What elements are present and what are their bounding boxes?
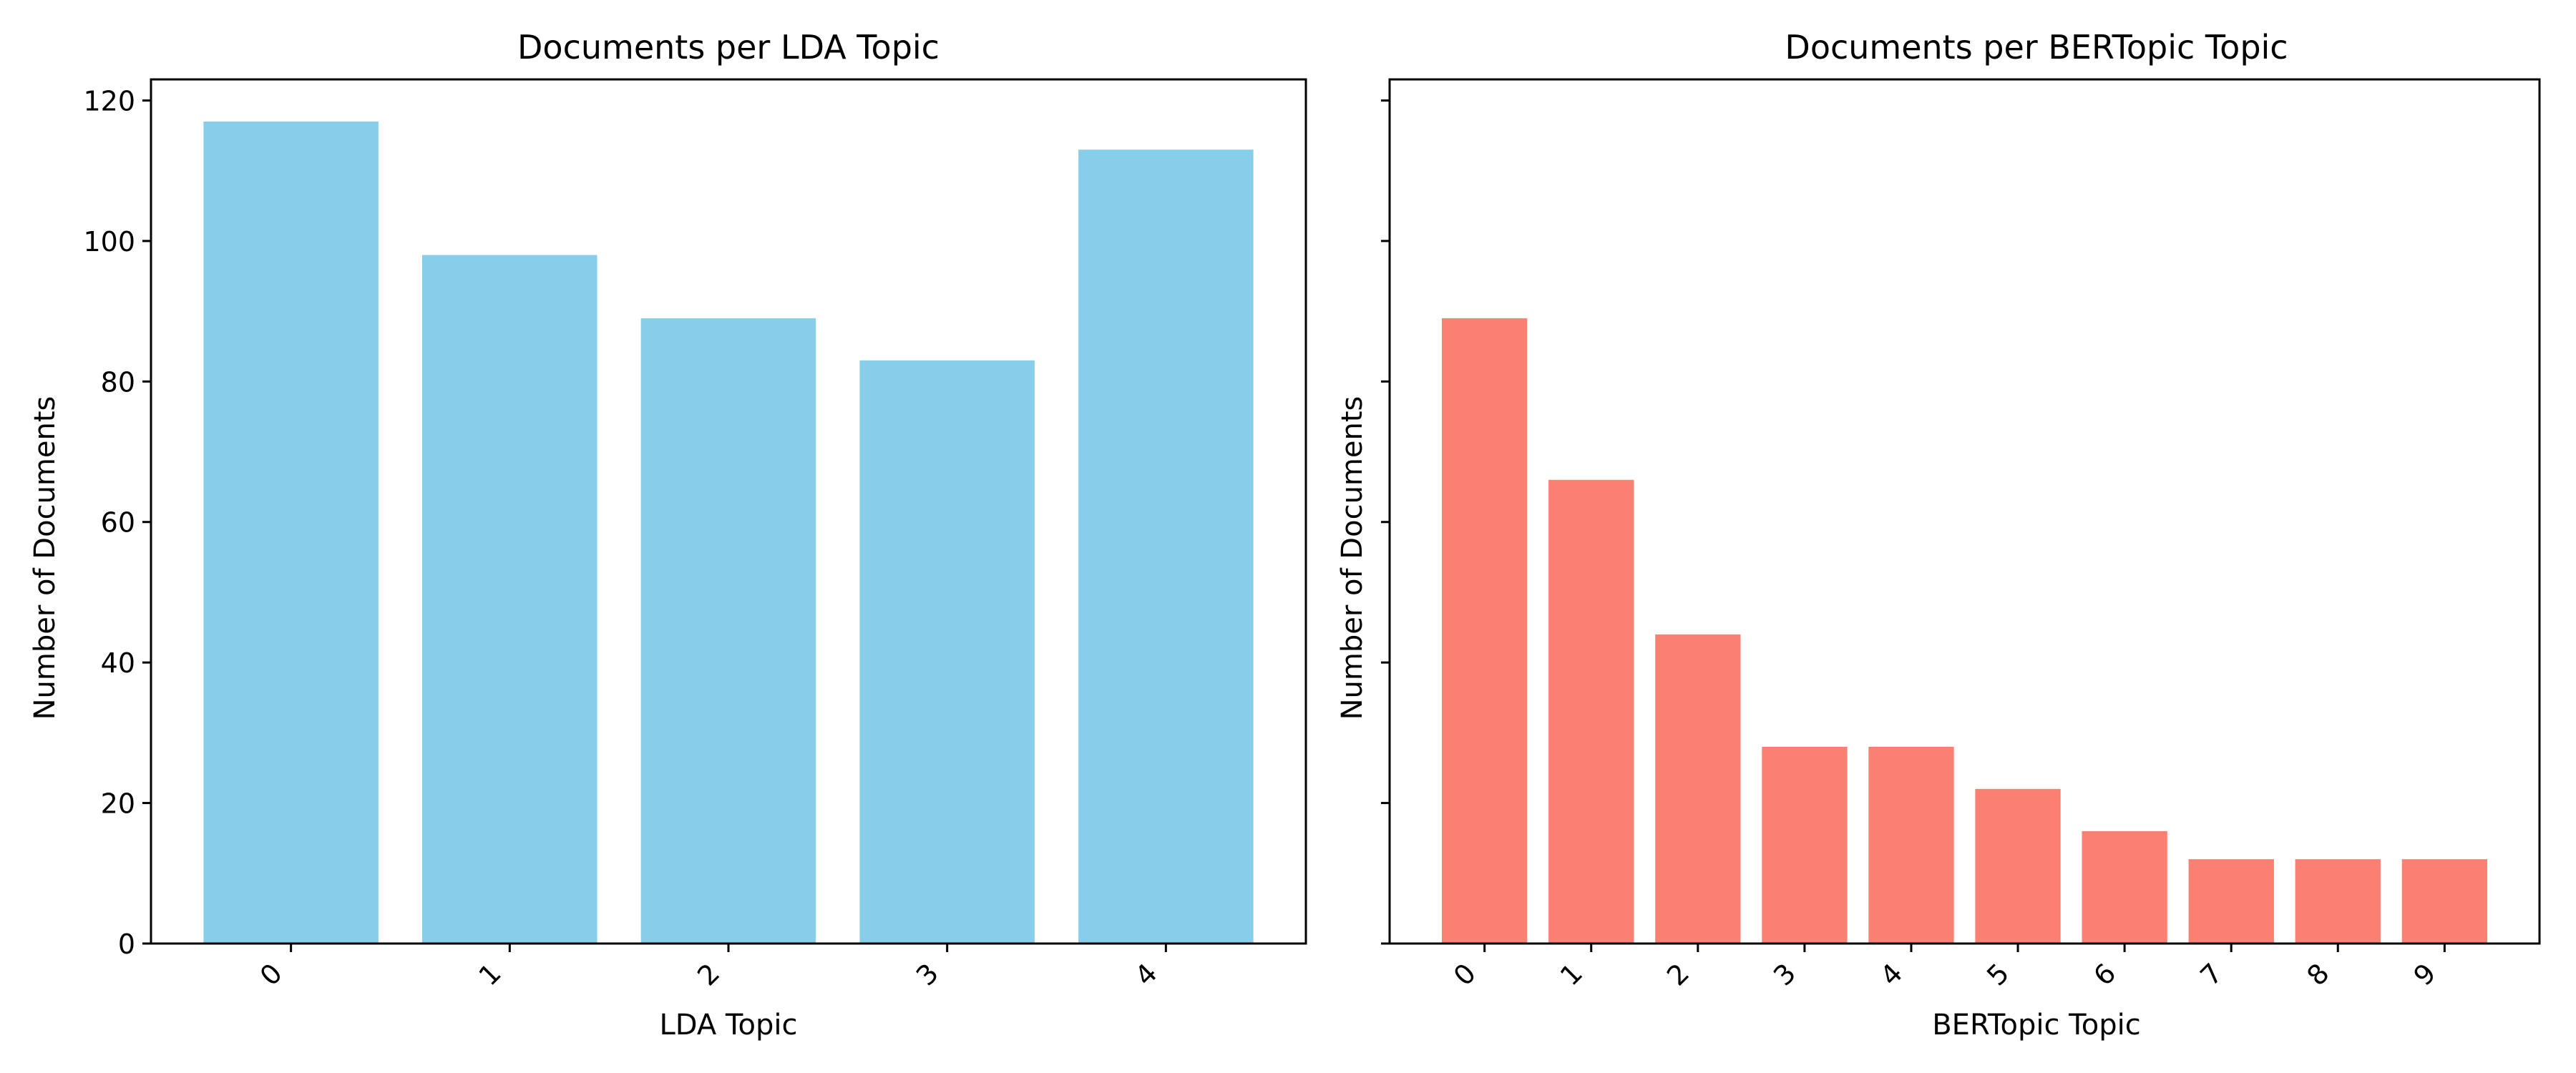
lda-y-tick-label: 100 <box>83 226 135 258</box>
lda-y-tick-label: 120 <box>83 85 135 117</box>
lda-bar-0 <box>203 121 379 944</box>
bertopic-bar-6 <box>2082 831 2167 944</box>
lda-y-tick-label: 0 <box>118 929 135 960</box>
lda-chart-title: Documents per LDA Topic <box>517 28 940 67</box>
bertopic-axes-frame <box>1388 78 2541 945</box>
bertopic-chart-title: Documents per BERTopic Topic <box>1785 28 2288 67</box>
bertopic-bar-3 <box>1762 747 1848 944</box>
lda-y-tick-label: 60 <box>101 507 135 539</box>
lda-bar-3 <box>859 360 1035 944</box>
bertopic-bar-1 <box>1548 479 1634 944</box>
bertopic-bar-5 <box>1975 788 2061 944</box>
lda-bar-4 <box>1078 150 1254 944</box>
lda-bar-1 <box>422 255 597 944</box>
lda-y-tick-label: 20 <box>101 788 135 820</box>
lda-y-tick-label: 80 <box>101 366 135 398</box>
bertopic-bar-4 <box>1868 747 1954 944</box>
bertopic-bar-7 <box>2188 859 2274 944</box>
bertopic-bar-9 <box>2401 859 2487 944</box>
lda-axes-frame <box>150 78 1307 945</box>
bertopic-bar-2 <box>1655 634 1741 944</box>
lda-y-axis-label: Number of Documents <box>29 396 62 720</box>
bertopic-bar-0 <box>1442 318 1528 944</box>
lda-chart-panel: Documents per LDA Topic LDA Topic Number… <box>29 28 1307 1042</box>
lda-bar-2 <box>640 318 816 944</box>
bertopic-bar-8 <box>2295 859 2381 944</box>
lda-y-tick-label: 40 <box>101 647 135 679</box>
bertopic-x-axis-label: BERTopic Topic <box>1932 1009 2141 1042</box>
lda-x-axis-label: LDA Topic <box>659 1009 797 1042</box>
bertopic-y-axis-label: Number of Documents <box>1336 396 1369 720</box>
